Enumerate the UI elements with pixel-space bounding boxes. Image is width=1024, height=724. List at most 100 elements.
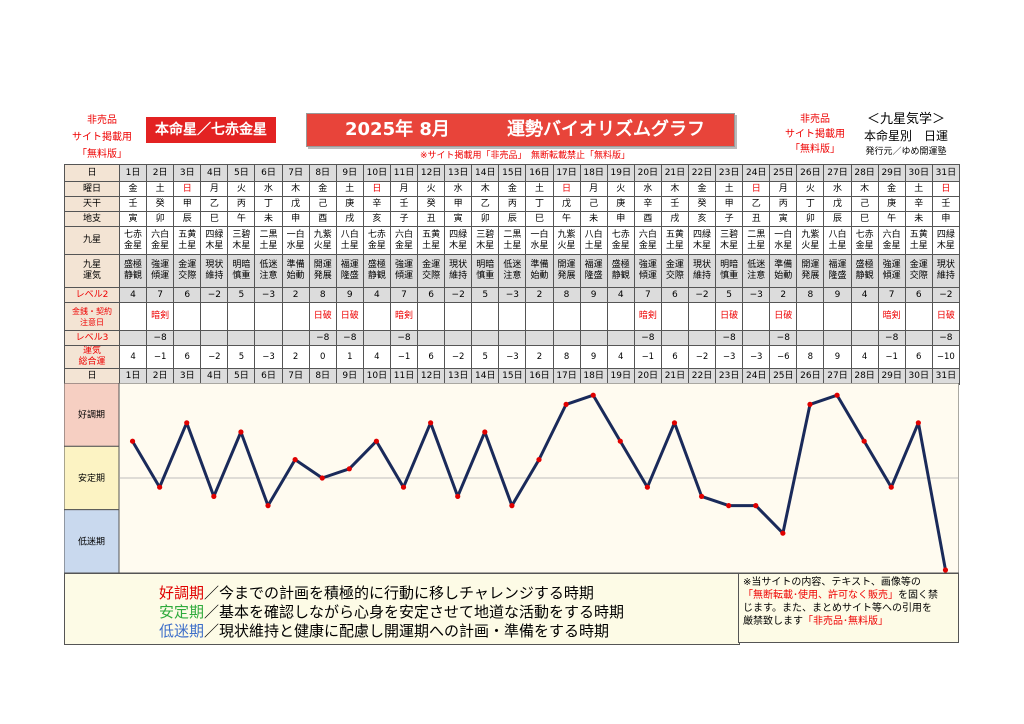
cell-kyusei_unki-12: 金運 交際 [417,254,446,288]
cell-days-23: 23日 [715,164,744,182]
cell-level3-16 [525,330,554,346]
cell-level2-3: 6 [173,287,202,303]
cell-days-4: 4日 [200,368,229,385]
cell-level3-6 [254,330,283,346]
cell-kyusei_unki-11: 強運 傾運 [389,254,419,288]
cell-money-4 [200,302,229,331]
cell-tenkan-6: 丁 [254,196,283,212]
row-label-money: 金銭・契約 注意日 [64,302,120,331]
cell-level3-1 [118,330,148,346]
cell-weekdays-19: 火 [606,181,635,197]
cell-kyusei-19: 七赤 金星 [606,226,635,255]
warning-text: ※サイト掲載用「非売品」 無断転載禁止「無料版」 [420,151,631,161]
cell-money-6 [254,302,283,331]
cell-level2-10: 4 [362,287,391,303]
cell-days-3: 3日 [173,164,202,182]
row-label-unki_total: 運気 総合運 [64,345,120,369]
cell-days-4: 4日 [200,164,229,182]
cell-chishi-14: 卯 [471,211,500,227]
cell-money-11: 暗剣 [389,302,419,331]
cell-kyusei-17: 九紫 火星 [552,226,581,255]
cell-days-10: 10日 [362,164,391,182]
cell-level3-14 [471,330,500,346]
cell-money-2: 暗剣 [146,302,175,331]
cell-kyusei_unki-27: 福運 隆盛 [823,254,852,288]
cell-kyusei-26: 九紫 火星 [796,226,825,255]
cell-chishi-13: 寅 [444,211,473,227]
cell-total-27: 9 [823,345,852,369]
cell-money-8: 日破 [308,302,337,331]
cell-chishi-29: 午 [877,211,906,227]
cell-days-13: 13日 [444,164,473,182]
cell-days-16: 16日 [525,164,554,182]
cell-kyusei-16: 一白 水星 [525,226,554,255]
title-box: 2025年 8月 運勢バイオリズムグラフ [306,113,735,147]
cell-chishi-6: 未 [254,211,283,227]
cell-level2-28: 4 [850,287,879,303]
cell-chishi-9: 戌 [335,211,364,227]
cell-kyusei_unki-21: 金運 交際 [660,254,689,288]
publisher: 発行元／ゆめ開運塾 [865,147,947,157]
cell-tenkan-2: 癸 [146,196,175,212]
cell-kyusei-23: 三碧 木星 [715,226,744,255]
data-point-27 [834,392,840,398]
data-point-14 [482,429,488,435]
cell-level3-31: −8 [931,330,960,346]
cell-kyusei_unki-6: 低迷 注意 [254,254,283,288]
data-point-12 [428,420,434,426]
data-point-21 [671,420,678,426]
cell-days-29: 29日 [877,164,906,182]
cell-tenkan-26: 丁 [796,196,825,212]
right-title-1: ＜九星気学＞ [866,112,945,127]
cell-days-9: 9日 [335,164,364,182]
note-line-2-red: 「無断転載･使用、許可なく販売」 [743,590,898,601]
cell-weekdays-16: 土 [525,181,554,197]
cell-money-3 [173,302,202,331]
cell-tenkan-24: 乙 [742,196,771,212]
cell-kyusei_unki-29: 強運 傾運 [877,254,906,288]
row-label-level3: レベル3 [64,330,120,346]
cell-chishi-17: 午 [552,211,581,227]
cell-tenkan-21: 壬 [660,196,689,212]
cell-total-26: 8 [796,345,825,369]
data-point-11 [400,484,407,490]
cell-tenkan-27: 戊 [823,196,852,212]
cell-weekdays-27: 水 [823,181,852,197]
cell-kyusei_unki-7: 準備 始動 [281,254,310,288]
cell-money-21 [660,302,689,331]
cell-tenkan-3: 甲 [173,196,202,212]
cell-level3-25: −8 [769,330,798,346]
data-point-7 [292,457,298,463]
cell-days-15: 15日 [498,368,527,385]
unsei-table: 日 1日 2日 3日 4日 5日 6日 7日 8日 9日 10日 11日 12日 13日 14日 15日 16日… [64,164,960,385]
cell-level2-29: 7 [877,287,906,303]
band-label-1: 好調期 [78,409,105,421]
cell-level3-22 [687,330,717,346]
cell-weekdays-3: 日 [173,181,202,197]
cell-kyusei-29: 六白 金星 [877,226,906,255]
cell-money-16 [525,302,554,331]
cell-chishi-30: 未 [904,211,933,227]
data-point-22 [698,493,705,499]
cell-kyusei_unki-17: 開運 発展 [552,254,581,288]
cell-money-31: 日破 [931,302,960,331]
cell-days-31: 31日 [931,368,960,385]
right-note-2: サイト掲載用 [785,129,845,140]
cell-level3-5 [227,330,256,346]
row-label-date: 日 [64,368,120,385]
cell-money-15 [498,302,527,331]
cell-total-20: −1 [633,345,662,369]
cell-weekdays-26: 火 [796,181,825,197]
cell-kyusei-24: 二黒 土星 [742,226,771,255]
cell-chishi-25: 寅 [769,211,798,227]
row-label-chishi: 地支 [64,211,120,227]
cell-total-3: 6 [173,345,202,369]
data-point-20 [644,484,650,490]
cell-kyusei-9: 八白 土星 [335,226,364,255]
cell-total-14: 5 [471,345,500,369]
cell-days-6: 6日 [254,164,283,182]
row-days: 日 1日 2日 3日 4日 5日 6日 7日 8日 9日 10日 11日 12日 13日 14日 15日 16日… [64,164,960,182]
data-point-30 [915,420,921,426]
row-level2: レベル2 4 7 6 −2 5 −3 2 8 9 4 7 6 −2 5 −3 2 8 9 4 7 6 −2 5 −3 2 8 9 4 7 6… [64,287,960,303]
